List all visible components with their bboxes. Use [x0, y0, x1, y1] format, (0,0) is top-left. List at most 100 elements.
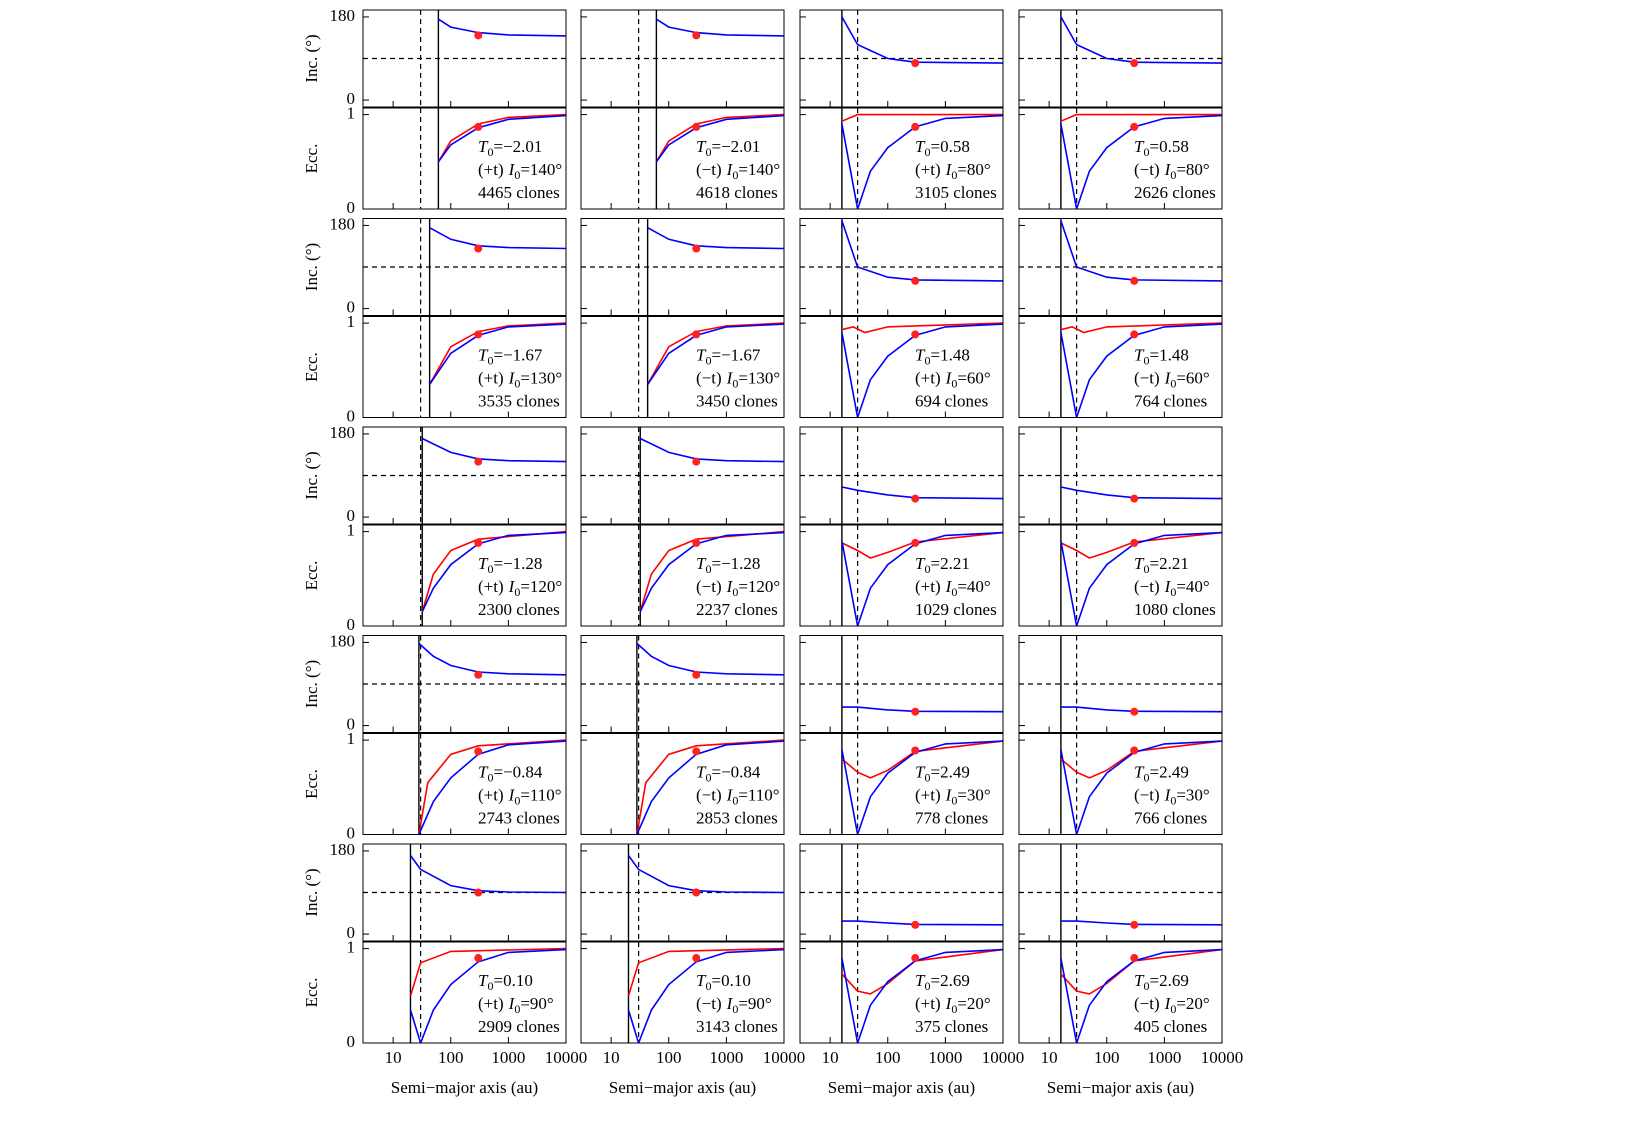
annotation: 3450 clones — [696, 391, 778, 410]
inc-panel — [1018, 218, 1223, 316]
annotation: (+t) I0=30° — [915, 785, 991, 807]
direction: (−t) — [1134, 160, 1160, 179]
plot-area — [1060, 316, 1222, 418]
symbol: T — [1134, 971, 1145, 990]
annotation: T0=−1.67 — [478, 345, 543, 367]
subscript: 0 — [514, 168, 520, 182]
y-tick-label: 0 — [347, 198, 356, 217]
ecc-upper-curve — [627, 947, 784, 997]
marker — [911, 59, 920, 68]
x-tick-label: 10000 — [1201, 1048, 1244, 1067]
equals: = — [738, 368, 748, 387]
symbol: T — [915, 971, 926, 990]
inc-curve — [841, 486, 1003, 500]
direction: (−t) — [1134, 368, 1160, 387]
symbol: I — [726, 368, 734, 387]
marker — [1130, 59, 1139, 68]
direction: (−t) — [696, 785, 722, 804]
annotation: 766 clones — [1134, 808, 1207, 827]
inc-curve — [841, 920, 1003, 926]
direction: (+t) — [478, 785, 504, 804]
plot-area — [581, 844, 784, 941]
equals: = — [493, 554, 503, 573]
annotation: 3143 clones — [696, 1017, 778, 1036]
ecc-lower-curve — [1060, 531, 1222, 626]
annotation: T0=−1.67 — [696, 345, 761, 367]
equals: = — [930, 345, 940, 364]
frame — [799, 733, 1004, 835]
equals: = — [711, 554, 721, 573]
value: 90° — [748, 994, 772, 1013]
subscript: 0 — [951, 376, 957, 390]
subscript: 0 — [487, 770, 493, 784]
inc-panel — [580, 426, 785, 525]
value: 0.10 — [503, 971, 533, 990]
inc-panel — [1018, 426, 1223, 525]
annotation: (−t) I0=140° — [696, 160, 780, 182]
value: 30° — [967, 785, 991, 804]
x-axis-label: Semi−major axis (au) — [391, 1078, 538, 1097]
marker — [1130, 746, 1139, 755]
x-tick-label: 1000 — [709, 1048, 743, 1067]
x-tick-label: 10 — [385, 1048, 402, 1067]
annotation: 4618 clones — [696, 183, 778, 202]
frame — [799, 635, 1004, 733]
x-tick-label: 1000 — [1147, 1048, 1181, 1067]
inc-panel: 0 180 Inc. (°) — [302, 423, 567, 525]
x-tick-label: 1000 — [928, 1048, 962, 1067]
ecc-upper-curve — [841, 113, 1003, 122]
equals: = — [957, 368, 967, 387]
value: 2.21 — [940, 554, 970, 573]
frame — [799, 9, 1004, 108]
plot-area — [409, 942, 566, 1043]
y-tick-label: 1 — [347, 521, 356, 540]
value: 110° — [748, 785, 780, 804]
y-tick-label: 1 — [347, 729, 356, 748]
plot-area — [1019, 635, 1222, 733]
value: 0.10 — [721, 971, 751, 990]
symbol: T — [915, 554, 926, 573]
subscript: 0 — [487, 353, 493, 367]
subscript: 0 — [732, 585, 738, 599]
annotation: 1080 clones — [1134, 600, 1216, 619]
value: 120° — [748, 577, 780, 596]
subscript: 0 — [951, 168, 957, 182]
value: 1.48 — [1159, 345, 1189, 364]
annotation: T0=2.21 — [1134, 554, 1189, 576]
annotation: 2743 clones — [478, 808, 560, 827]
inc-panel: 0 180 Inc. (°) — [302, 631, 567, 733]
annotation: (+t) I0=120° — [478, 577, 562, 599]
equals: = — [493, 762, 503, 781]
symbol: T — [915, 762, 926, 781]
equals: = — [1176, 994, 1186, 1013]
annotation: (+t) I0=20° — [915, 994, 991, 1016]
equals: = — [711, 971, 721, 990]
marker — [692, 538, 701, 547]
equals: = — [520, 994, 530, 1013]
plot-area — [1019, 10, 1222, 107]
equals: = — [1149, 345, 1159, 364]
frame — [799, 218, 1004, 316]
annotation: (+t) I0=40° — [915, 577, 991, 599]
plot-area — [363, 635, 566, 733]
symbol: I — [726, 994, 734, 1013]
frame — [362, 218, 567, 316]
marker — [474, 457, 483, 466]
y-tick-label: 0 — [347, 297, 356, 316]
symbol: T — [1134, 137, 1145, 156]
plot-area — [1060, 525, 1222, 626]
ecc-panel: T0=2.21(−t) I0=40°1080 clones — [1018, 524, 1223, 627]
frame — [580, 635, 785, 733]
marker — [692, 122, 701, 131]
equals: = — [1149, 762, 1159, 781]
marker — [692, 31, 701, 40]
direction: (+t) — [478, 160, 504, 179]
frame — [799, 941, 1004, 1044]
ecc-lower-curve — [1060, 114, 1222, 209]
inc-panel: 0 180 Inc. (°) — [302, 214, 567, 316]
ecc-panel: T0=2.49(−t) I0=30°766 clones — [1018, 733, 1223, 835]
marker — [692, 747, 701, 756]
